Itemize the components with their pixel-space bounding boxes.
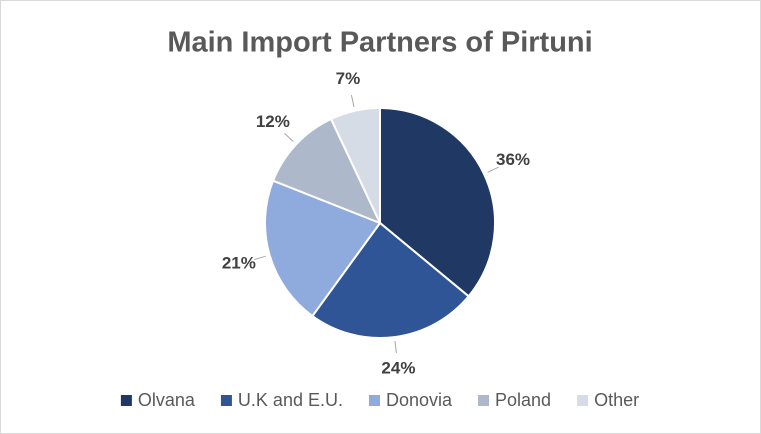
pie-slice (264, 179, 382, 318)
legend-label: Poland (495, 390, 551, 410)
data-label: 24% (381, 358, 415, 377)
leader-line (487, 166, 499, 173)
pie-slice (379, 106, 496, 298)
legend-swatch (478, 395, 490, 406)
leader-line (254, 255, 266, 261)
legend-label: Donovia (386, 390, 453, 410)
data-label: 7% (336, 69, 361, 88)
legend-swatch (368, 395, 380, 406)
legend-label: Other (594, 390, 639, 410)
data-label: 12% (256, 112, 290, 131)
data-label: 36% (496, 150, 530, 169)
leader-line (284, 132, 294, 142)
pie-slice (271, 117, 382, 225)
legend-swatch (120, 395, 132, 406)
pie-slice (311, 221, 471, 339)
leader-line (394, 340, 397, 354)
legend-label: U.K and E.U. (238, 390, 343, 410)
chart-title: Main Import Partners of Pirtuni (167, 27, 592, 59)
legend-label: Olvana (138, 390, 196, 410)
legend-swatch (220, 395, 232, 406)
data-label: 21% (222, 253, 256, 272)
pie-slice (329, 106, 381, 224)
leader-line (350, 95, 355, 107)
legend-swatch (577, 395, 589, 406)
